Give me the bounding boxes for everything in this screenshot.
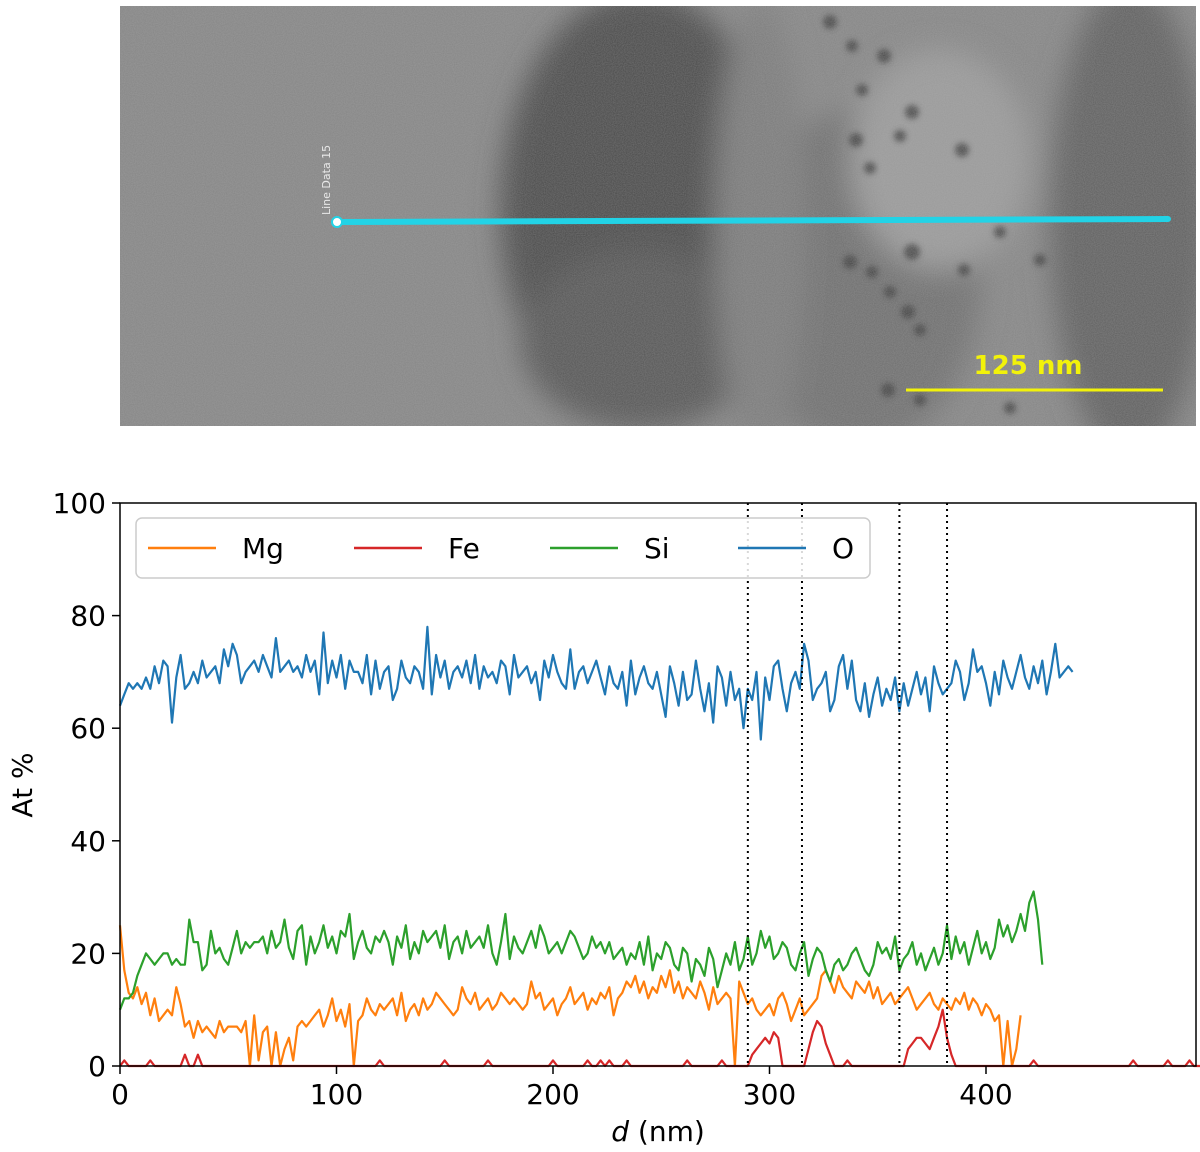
series-layer	[118, 625, 1200, 1068]
plot-frame	[119, 502, 1197, 1067]
legend-items: Mg Fe Si O	[148, 532, 854, 565]
y-tick-label: 80	[70, 600, 106, 633]
y-axis-label: At %	[6, 752, 39, 817]
legend-label-si: Si	[644, 532, 670, 565]
y-tick-label: 60	[70, 712, 106, 745]
x-axis: 0 100 200 300 400	[111, 1066, 1013, 1111]
line-scan-marker: Line Data 15	[320, 145, 1171, 228]
legend-label-mg: Mg	[242, 532, 284, 565]
x-tick-label: 200	[526, 1078, 579, 1111]
x-axis-label: d (nm)	[611, 1115, 705, 1148]
vertical-lines	[746, 503, 949, 1066]
x-tick-label: 100	[310, 1078, 363, 1111]
scale-bar-label: 125 nm	[974, 351, 1083, 381]
y-axis: 0 20 40 60 80 100	[53, 487, 120, 1083]
legend: Mg Fe Si O	[135, 517, 871, 579]
x-axis-label-unit: (nm)	[629, 1115, 705, 1148]
legend-box	[135, 517, 871, 579]
legend-label-fe: Fe	[448, 532, 480, 565]
x-tick-label: 0	[111, 1078, 129, 1111]
line-scan	[334, 216, 1171, 225]
y-tick-label: 20	[70, 937, 106, 970]
y-tick-label: 40	[70, 825, 106, 858]
legend-label-o: O	[832, 532, 854, 565]
micrograph-panel: Line Data 15 125 nm	[120, 6, 1196, 426]
noise-texture	[120, 6, 1196, 426]
line-scan-start-dot	[331, 216, 343, 228]
series-line-si	[118, 890, 1044, 1011]
x-tick-label: 400	[959, 1078, 1012, 1111]
x-tick-label: 300	[743, 1078, 796, 1111]
y-tick-label: 100	[53, 487, 106, 520]
scale-bar: 125 nm	[906, 351, 1163, 392]
y-tick-label: 0	[88, 1050, 106, 1083]
series-line-mg	[118, 925, 1022, 1068]
line-scan-label: Line Data 15	[320, 145, 333, 215]
x-axis-label-symbol: d	[611, 1115, 629, 1148]
series-line-o	[118, 625, 1074, 741]
